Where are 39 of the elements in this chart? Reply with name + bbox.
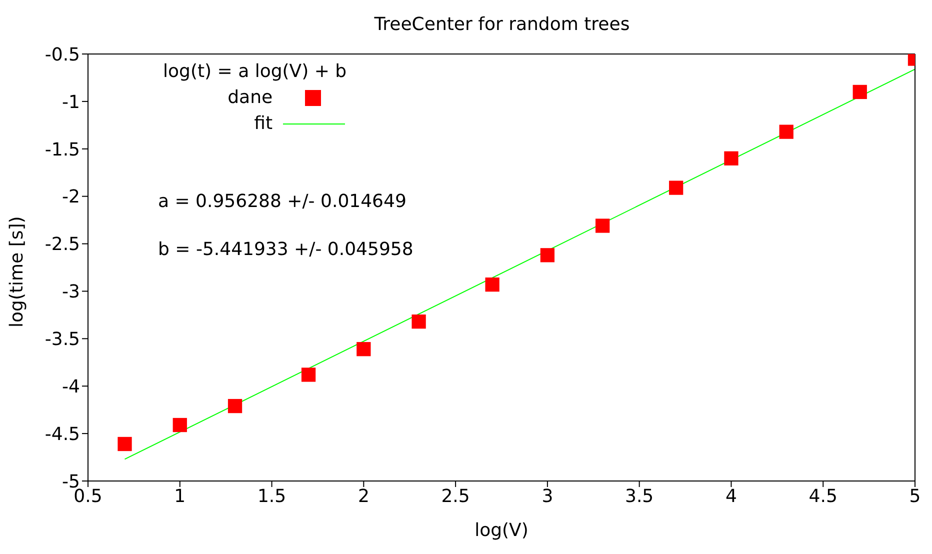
point [412,314,426,329]
x-axis-title: log(V) [474,520,528,541]
x-tick-label: 1 [174,486,186,507]
chart-title: TreeCenter for random trees [373,14,631,35]
x-tick-label: 2 [358,486,370,507]
x-tick-label: 3.5 [625,486,654,507]
point [779,124,794,139]
x-tick-label: 4.5 [808,486,838,507]
point [852,84,867,100]
x-tick-label: 5 [909,486,921,507]
point [172,418,187,432]
point [301,368,316,382]
x-tick-label: 1.5 [257,486,286,507]
annotation: a = 0.956288 +/- 0.014649 [158,191,406,212]
legend-label: fit [254,112,273,136]
point [669,180,684,195]
x-tick-label: 3 [542,486,554,507]
y-tick-label: -2 [62,186,80,208]
x-tick-label: 4 [725,486,737,507]
y-tick-label: -4.5 [44,424,80,445]
point [228,398,242,414]
point [596,218,610,233]
y-axis-title: log(time [s]) [6,216,28,328]
legend-label: dane [228,86,273,110]
y-tick-label: -2.5 [44,234,80,256]
point [356,342,371,356]
point [540,248,555,262]
x-tick-label: 2.5 [441,486,470,507]
annotation: b = -5.441933 +/- 0.045958 [158,239,414,260]
y-tick-label: -1.5 [44,139,80,160]
legend-title: log(t) = a log(V) + b [163,60,347,84]
point [118,436,132,452]
y-tick-label: -3 [62,282,80,303]
y-tick-label: -0.5 [44,44,80,66]
y-tick-label: -3.5 [44,329,80,350]
point [724,151,738,166]
y-tick-label: -1 [62,92,80,113]
y-tick-label: -4 [62,376,80,398]
point [485,278,500,292]
